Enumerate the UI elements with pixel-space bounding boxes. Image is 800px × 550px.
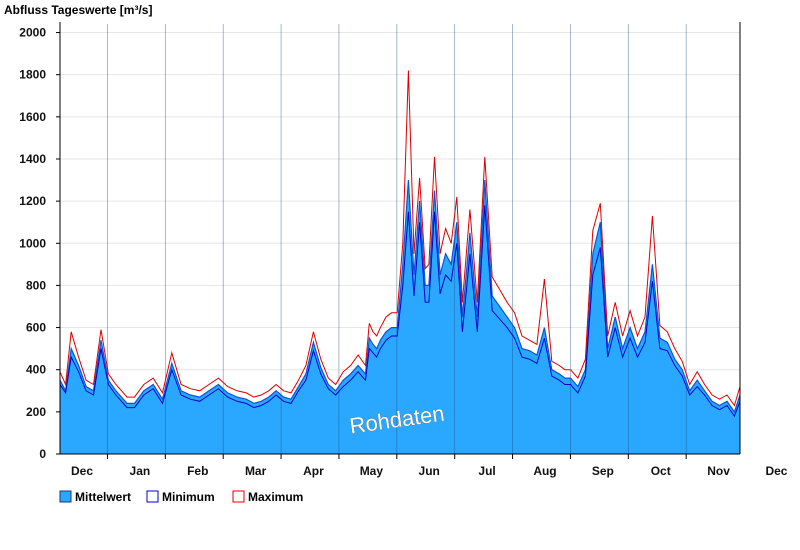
y-tick-label: 1600 — [19, 110, 46, 124]
series-line-mittelwert — [59, 179, 741, 414]
legend-swatch-maximum — [232, 490, 245, 503]
legend-swatch-mittelwert — [59, 490, 72, 503]
legend: Mittelwert Minimum Maximum — [59, 490, 303, 504]
x-tick-label: Jan — [130, 464, 151, 478]
y-tick-labels: 0 200 400 600 800 1000 1200 1400 1600 1800 2000 — [19, 26, 46, 461]
y-tick-label: 2000 — [19, 26, 46, 40]
y-tick-label: 1800 — [19, 68, 46, 82]
mean-area — [60, 180, 740, 454]
legend-label: Mittelwert — [75, 490, 131, 504]
legend-label: Minimum — [162, 490, 215, 504]
x-tick-label: May — [360, 464, 384, 478]
series-line-minimum — [59, 205, 741, 418]
chart-title: Abfluss Tageswerte [m³/s] — [4, 3, 152, 17]
x-tick-label: Oct — [651, 464, 671, 478]
series-lines — [59, 70, 741, 418]
axes — [59, 22, 741, 455]
legend-label: Maximum — [248, 490, 303, 504]
x-tick-label: Dec — [765, 464, 787, 478]
x-tick-label: Feb — [187, 464, 208, 478]
x-tick-label: Dec — [71, 464, 93, 478]
y-tick-label: 1400 — [19, 152, 46, 166]
legend-swatch-minimum — [146, 490, 159, 503]
y-tick-label: 0 — [39, 447, 46, 461]
x-tick-label: Sep — [592, 464, 614, 478]
x-tick-label: Mar — [245, 464, 267, 478]
y-tick-label: 800 — [26, 278, 46, 292]
series-line-maximum — [59, 70, 741, 407]
y-tick-label: 1200 — [19, 194, 46, 208]
x-tick-label: Aug — [533, 464, 556, 478]
x-tick-label: Jun — [419, 464, 440, 478]
y-tick-label: 600 — [26, 321, 46, 335]
x-tick-label: Jul — [478, 464, 495, 478]
mittelwert-area — [60, 180, 740, 454]
y-tick-label: 200 — [26, 405, 46, 419]
y-tick-label: 400 — [26, 363, 46, 377]
x-tick-label: Nov — [707, 464, 730, 478]
y-tick-label: 1000 — [19, 236, 46, 250]
x-tick-labels: Dec Jan Feb Mar Apr May Jun Jul Aug Sep Oct Nov Dec — [71, 454, 788, 478]
x-tick-label: Apr — [303, 464, 324, 478]
